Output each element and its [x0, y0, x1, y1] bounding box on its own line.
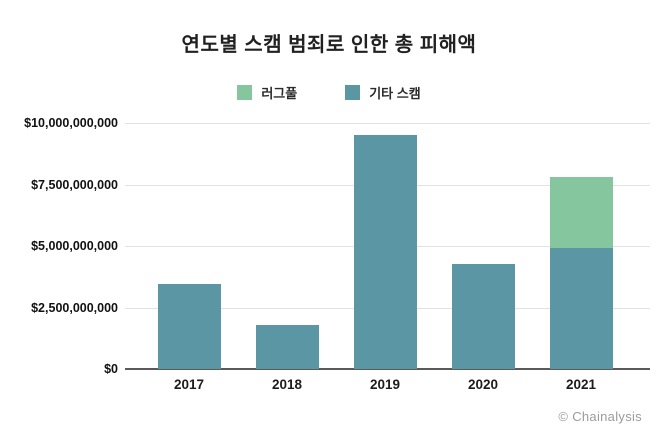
x-axis-line: [125, 368, 650, 370]
legend-label-other-scam: 기타 스캠: [369, 86, 421, 101]
x-tick-label: 2020: [467, 377, 499, 392]
x-tick-label: 2021: [565, 377, 597, 392]
legend-swatch-other-scam: [345, 85, 361, 100]
y-tick-label: $0: [104, 362, 118, 376]
bar-segment: [549, 248, 613, 369]
y-tick-label: $10,000,000,000: [24, 116, 118, 130]
y-tick-label: $2,500,000,000: [31, 300, 118, 315]
legend: 러그풀 기타 스캠: [0, 83, 658, 102]
x-tick-label: 2017: [173, 377, 205, 392]
legend-swatch-rugpull: [237, 85, 253, 100]
legend-label-rugpull: 러그풀: [261, 86, 298, 101]
bar-segment: [157, 284, 221, 369]
y-tick-label: $5,000,000,000: [31, 239, 118, 253]
bar-segment: [451, 264, 515, 369]
legend-item-other-scam: 기타 스캠: [345, 83, 421, 102]
chart-title: 연도별 스캠 범죄로 인한 총 피해액: [181, 34, 477, 56]
bar-segment: [353, 135, 417, 369]
bar-segment: [549, 177, 613, 249]
credit-text: © Chainalysis: [558, 409, 642, 424]
bar-segment: [255, 324, 319, 369]
legend-item-rugpull: 러그풀: [237, 83, 297, 102]
y-tick-label: $7,500,000,000: [31, 177, 118, 192]
gridline: [125, 123, 650, 124]
x-tick-label: 2018: [271, 377, 303, 392]
x-tick-label: 2019: [369, 377, 401, 392]
